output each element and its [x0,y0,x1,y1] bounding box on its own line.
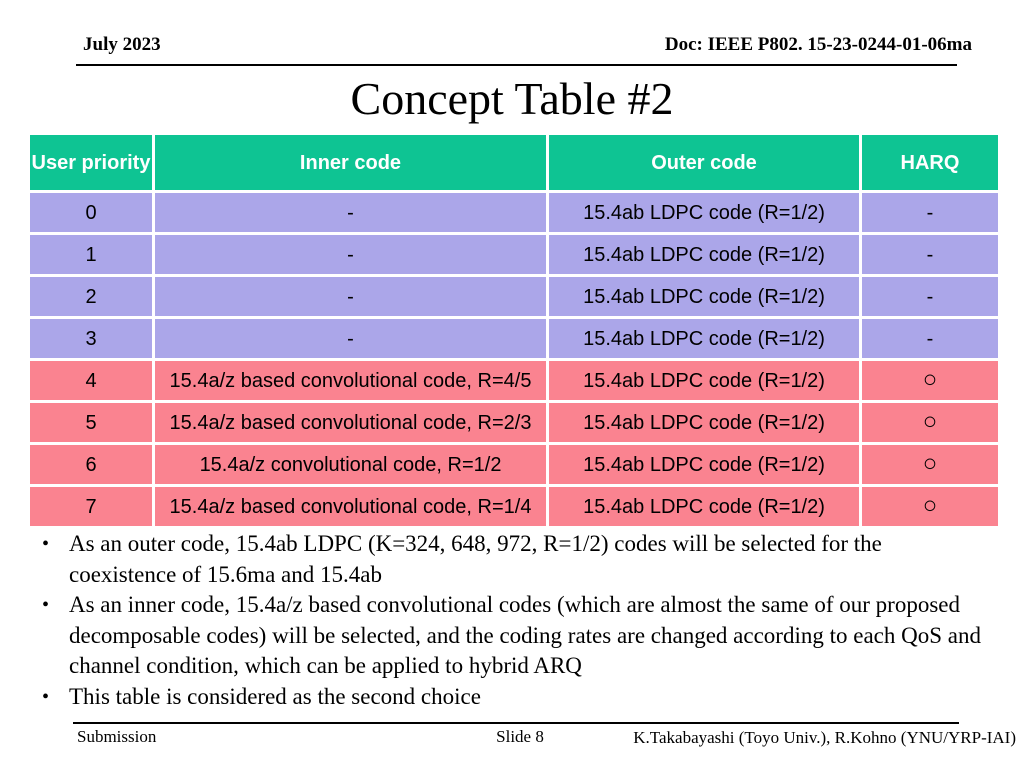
cell-outer-code-row-5: 15.4ab LDPC code (R=1/2) [549,403,859,442]
table-row-priority-7: 7 15.4a/z based convolutional code, R=1/4… [30,487,998,526]
cell-harq-row-2: - [862,277,998,316]
table-row-priority-1: 1-15.4ab LDPC code (R=1/2) - [30,235,998,274]
cell-outer-code-row-4: 15.4ab LDPC code (R=1/2) [549,361,859,400]
cell-inner-code-row-6: 15.4a/z convolutional code, R=1/2 [155,445,546,484]
bullet-item-1: As an outer code, 15.4ab LDPC (K=324, 64… [40,529,992,590]
concept-table: User priority Inner code Outer code HARQ… [30,135,998,526]
cell-harq-row-1: - [862,235,998,274]
cell-user-priority-row-5: 5 [30,403,152,442]
cell-outer-code-row-2: 15.4ab LDPC code (R=1/2) [549,277,859,316]
column-header-outer-code: Outer code [549,135,859,190]
cell-user-priority-row-3: 3 [30,319,152,358]
table-row-priority-0: 0-15.4ab LDPC code (R=1/2) - [30,193,998,232]
cell-outer-code-row-3: 15.4ab LDPC code (R=1/2) [549,319,859,358]
cell-user-priority-row-2: 2 [30,277,152,316]
cell-user-priority-row-6: 6 [30,445,152,484]
cell-outer-code-row-7: 15.4ab LDPC code (R=1/2) [549,487,859,526]
cell-user-priority-row-4: 4 [30,361,152,400]
column-header-user-priority: User priority [30,135,152,190]
cell-outer-code-row-0: 15.4ab LDPC code (R=1/2) [549,193,859,232]
table-row-priority-4: 4 15.4a/z based convolutional code, R=4/5… [30,361,998,400]
table-row-priority-6: 6 15.4a/z convolutional code, R=1/2 15.4ab… [30,445,998,484]
cell-inner-code-row-4: 15.4a/z based convolutional code, R=4/5 [155,361,546,400]
column-header-inner-code: Inner code [155,135,546,190]
cell-user-priority-row-0: 0 [30,193,152,232]
table-row-priority-5: 5 15.4a/z based convolutional code, R=2/3… [30,403,998,442]
cell-inner-code-row-2: - [155,277,546,316]
bullet-item-3: This table is considered as the second c… [40,682,992,713]
cell-inner-code-row-5: 15.4a/z based convolutional code, R=2/3 [155,403,546,442]
cell-user-priority-row-1: 1 [30,235,152,274]
cell-inner-code-row-7: 15.4a/z based convolutional code, R=1/4 [155,487,546,526]
table-row-priority-3: 3-15.4ab LDPC code (R=1/2) - [30,319,998,358]
column-header-harq: HARQ [862,135,998,190]
cell-harq-row-6: ○ [862,445,998,484]
footer-authors: K.Takabayashi (Toyo Univ.), R.Kohno (YNU… [633,728,1016,747]
cell-harq-row-0: - [862,193,998,232]
table-row-priority-2: 2-15.4ab LDPC code (R=1/2) - [30,277,998,316]
slide-number: Slide 8 [496,727,544,746]
page-title: Concept Table #2 [350,73,674,124]
cell-inner-code-row-1: - [155,235,546,274]
table-header-row: User priority Inner code Outer code HARQ [30,135,998,190]
doc-number: Doc: IEEE P802. 15-23-0244-01-06ma [664,34,972,55]
footer-rule [73,722,959,724]
cell-harq-row-3: - [862,319,998,358]
cell-inner-code-row-3: - [155,319,546,358]
cell-harq-row-4: ○ [862,361,998,400]
cell-outer-code-row-1: 15.4ab LDPC code (R=1/2) [549,235,859,274]
cell-user-priority-row-7: 7 [30,487,152,526]
header-rule [76,64,957,66]
cell-outer-code-row-6: 15.4ab LDPC code (R=1/2) [549,445,859,484]
cell-inner-code-row-0: - [155,193,546,232]
bullet-list: As an outer code, 15.4ab LDPC (K=324, 64… [40,529,992,712]
cell-harq-row-5: ○ [862,403,998,442]
slide-date: July 2023 [83,34,161,55]
cell-harq-row-7: ○ [862,487,998,526]
bullet-item-2: As an inner code, 15.4a/z based convolut… [40,590,992,682]
footer-submission: Submission [77,727,157,746]
